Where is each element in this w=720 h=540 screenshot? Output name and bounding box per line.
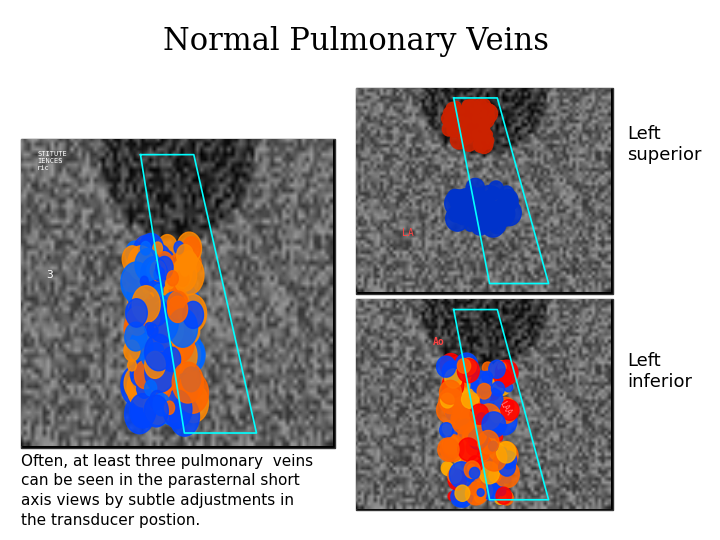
FancyBboxPatch shape [22,139,335,449]
Text: Left
superior: Left superior [627,125,701,164]
FancyBboxPatch shape [356,87,613,294]
Text: Often, at least three pulmonary  veins
can be seen in the parasternal short
axis: Often, at least three pulmonary veins ca… [22,454,313,528]
Text: Normal Pulmonary Veins: Normal Pulmonary Veins [163,26,549,57]
Text: Left
inferior: Left inferior [627,352,692,390]
FancyBboxPatch shape [356,299,613,510]
